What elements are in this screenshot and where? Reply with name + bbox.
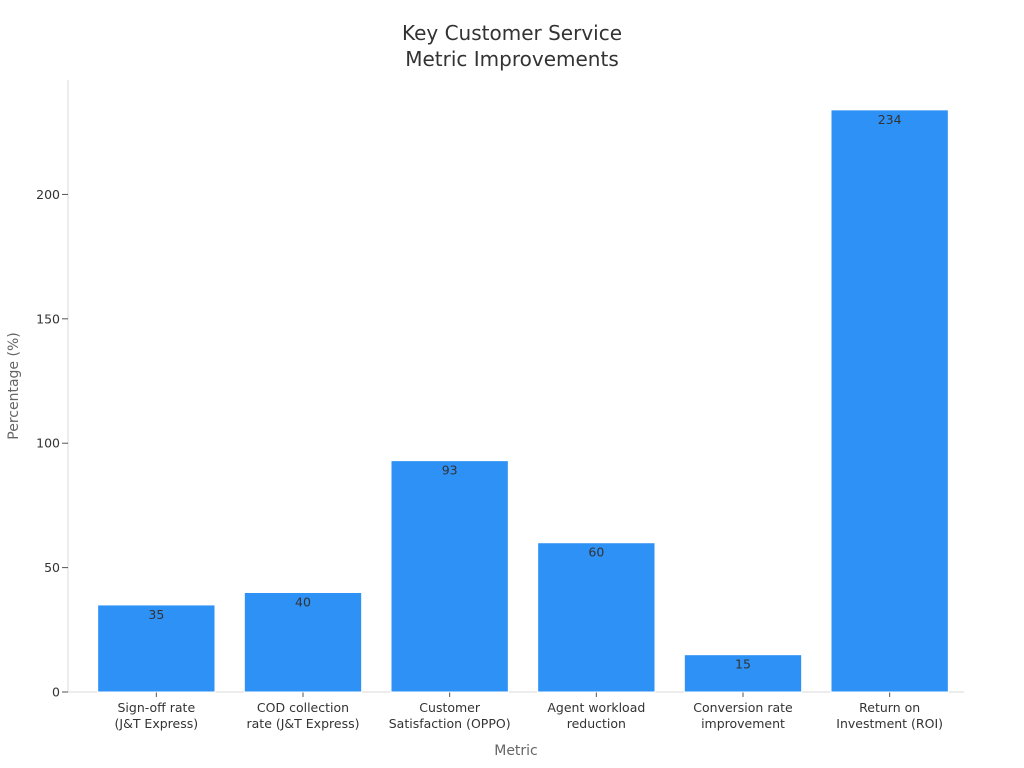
x-tick-label: Return on — [859, 700, 920, 715]
y-tick-label: 0 — [52, 685, 60, 700]
chart-title-line: Key Customer Service — [402, 21, 622, 45]
y-axis: 0 50 100 150 200 — [36, 80, 69, 700]
x-tick-label: Investment (ROI) — [836, 716, 943, 731]
x-tick-label: Agent workload — [547, 700, 645, 715]
x-tick-label: Customer — [419, 700, 481, 715]
y-tick-label: 50 — [44, 560, 60, 575]
y-tick-label: 200 — [36, 187, 60, 202]
x-axis: Sign-off rate(J&T Express) COD collection… — [68, 691, 964, 731]
x-tick-label: (J&T Express) — [115, 716, 199, 731]
bar — [97, 604, 216, 693]
y-axis-title: Percentage (%) — [6, 332, 22, 439]
chart-title-line: Metric Improvements — [405, 47, 619, 71]
y-tick-label: 100 — [36, 436, 60, 451]
bar-value-label: 234 — [878, 112, 902, 127]
bar-value-label: 60 — [588, 545, 604, 560]
bars: 35 40 93 60 15 234 — [97, 109, 949, 693]
bar — [683, 654, 803, 693]
x-tick-label: rate (J&T Express) — [247, 716, 360, 731]
bar — [830, 109, 949, 693]
x-tick-label: Sign-off rate — [118, 700, 196, 715]
x-tick-label: COD collection — [257, 700, 349, 715]
y-tick-label: 150 — [36, 311, 60, 326]
bar — [390, 460, 509, 693]
x-tick-label: improvement — [701, 716, 785, 731]
bar-value-label: 15 — [735, 657, 751, 672]
bar — [537, 542, 656, 693]
bar-value-label: 35 — [148, 607, 164, 622]
bar — [243, 591, 363, 693]
x-tick-label: reduction — [567, 716, 626, 731]
bar-value-label: 40 — [295, 594, 311, 609]
x-tick-label: Satisfaction (OPPO) — [389, 716, 511, 731]
x-axis-title: Metric — [494, 743, 538, 759]
bar-value-label: 93 — [442, 463, 458, 478]
x-tick-label: Conversion rate — [693, 700, 793, 715]
